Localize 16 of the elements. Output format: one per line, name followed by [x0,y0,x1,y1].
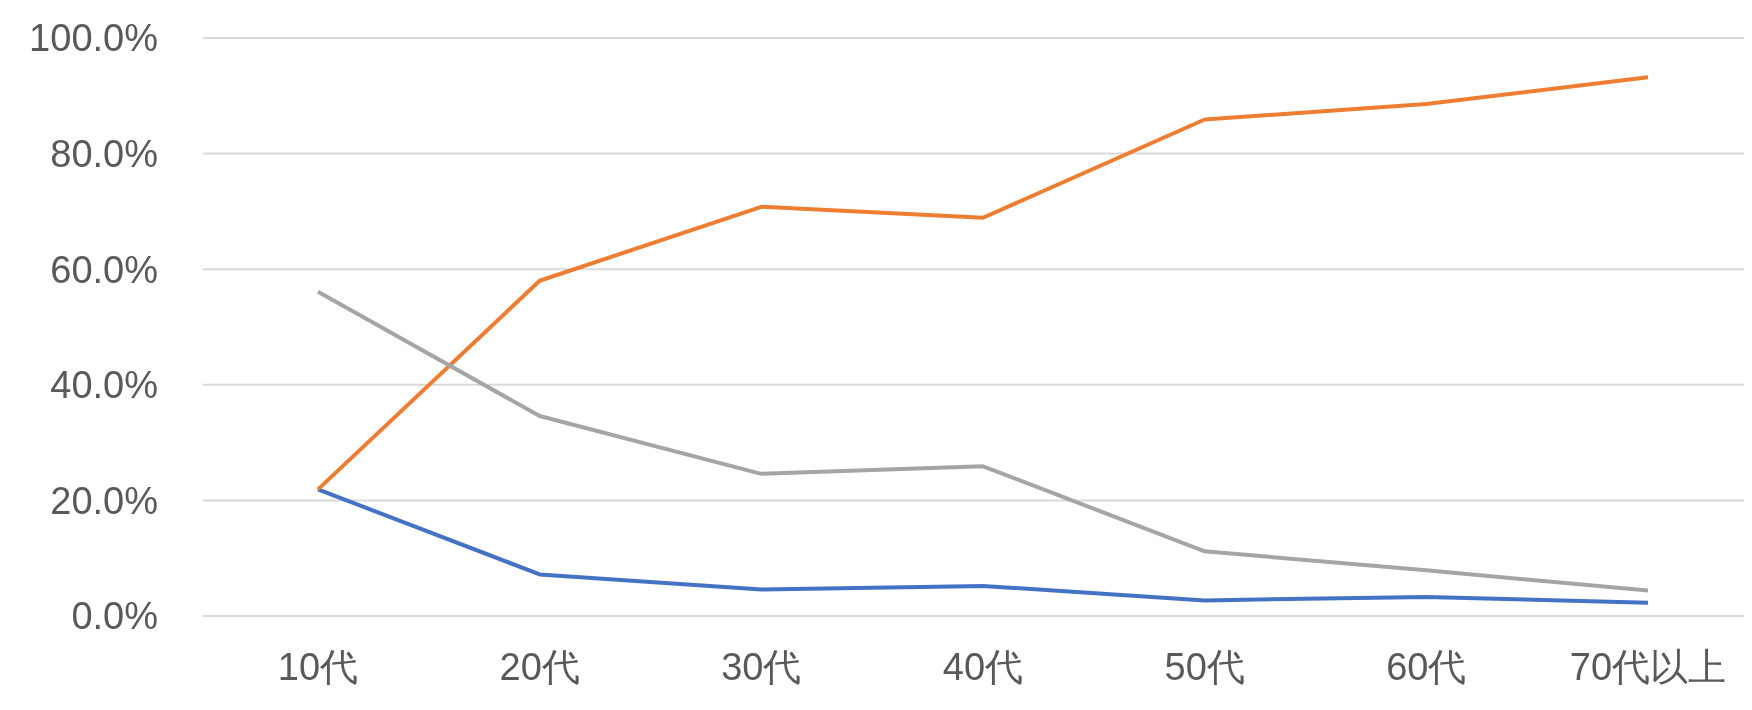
line-series [316,289,1650,593]
x-tick-label: 40代 [942,646,1024,688]
x-tick-label: 10代 [277,646,359,688]
y-tick-label: 0.0% [71,595,158,638]
x-tick-label: 70代以上 [1569,646,1727,688]
y-tick-label: 80.0% [50,132,158,175]
y-tick-label: 20.0% [50,479,158,522]
x-tick-label: 50代 [1164,646,1245,688]
x-tick-label: 60代 [1386,646,1467,688]
y-tick-label: 100.0% [29,17,158,60]
line-series [316,487,1650,605]
x-tick-label: 30代 [721,646,802,688]
x-tick-label: 20代 [499,646,580,688]
line-series [316,75,1650,492]
y-tick-label: 60.0% [50,248,158,291]
y-tick-label: 40.0% [50,364,158,407]
